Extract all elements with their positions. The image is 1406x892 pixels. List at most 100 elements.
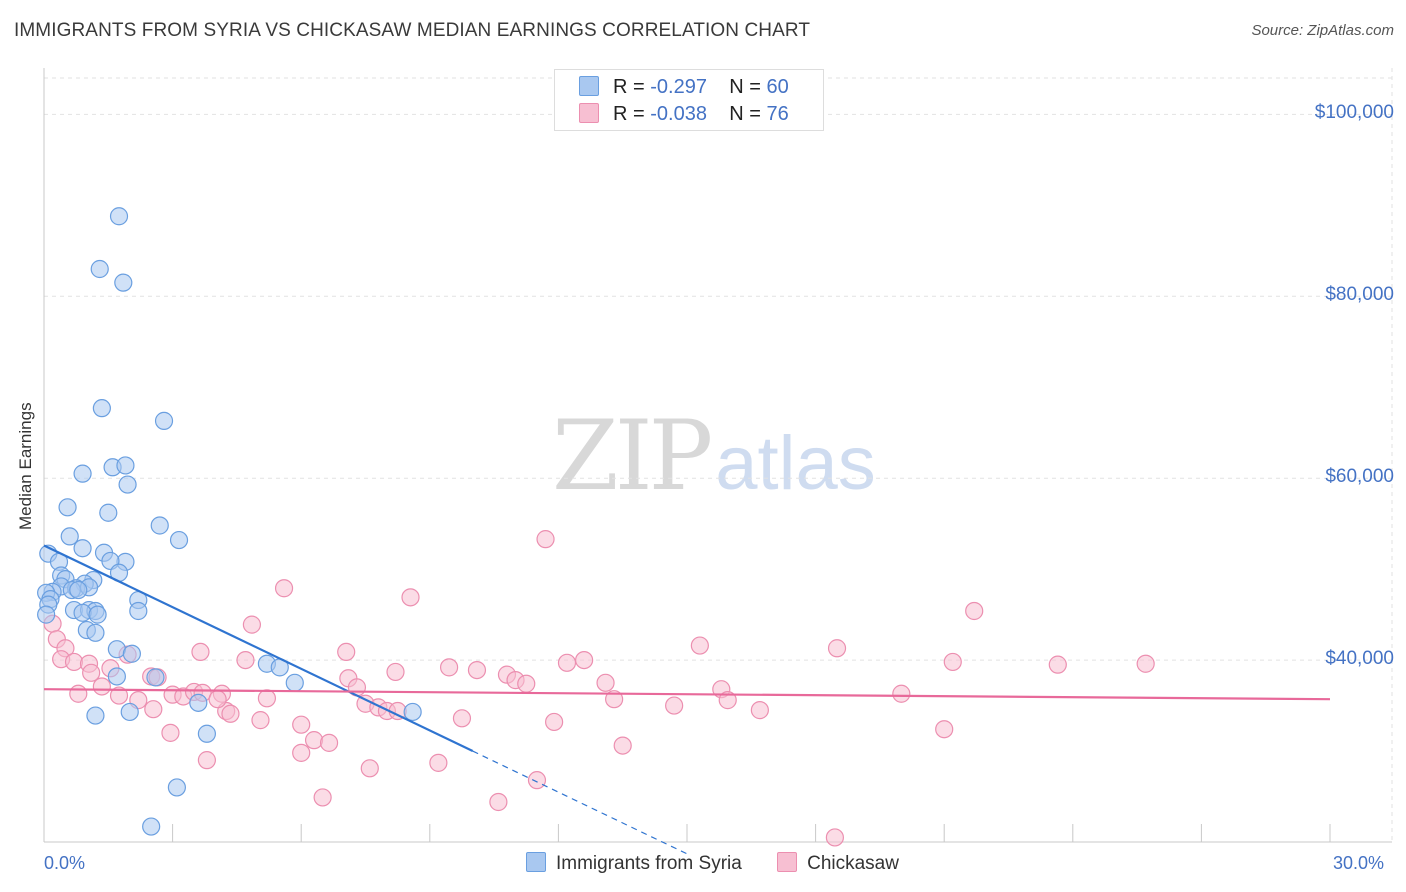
point-chickasaw [517, 674, 536, 693]
point-syria [107, 640, 126, 659]
point-chickasaw [827, 639, 847, 658]
point-chickasaw [251, 711, 270, 730]
point-chickasaw [527, 771, 547, 790]
legend-r-label: R = [613, 76, 645, 98]
point-chickasaw [489, 792, 508, 812]
point-syria [86, 623, 105, 642]
grid-lines [44, 68, 1393, 842]
legend-swatch-syria [579, 76, 599, 96]
point-chickasaw [575, 650, 594, 670]
point-chickasaw [242, 615, 262, 634]
point-syria [150, 516, 169, 535]
point-syria [88, 605, 107, 624]
legend-item-chickasaw[interactable]: Chickasaw [777, 852, 899, 875]
legend-swatch-chickasaw [777, 852, 798, 872]
point-syria [73, 603, 92, 622]
y-tick-label: $60,000 [1325, 466, 1394, 488]
trend-line-syria-extension [472, 750, 688, 855]
point-chickasaw [221, 704, 240, 723]
point-chickasaw [452, 709, 472, 728]
legend-swatch-syria [526, 852, 546, 872]
point-syria [58, 498, 77, 517]
trend-lines [43, 544, 1331, 855]
series-syria-points [37, 207, 422, 836]
point-chickasaw [965, 601, 984, 621]
point-chickasaw [892, 684, 911, 703]
point-syria [129, 601, 148, 621]
point-syria [69, 580, 88, 600]
legend-n-label: N = [729, 103, 761, 125]
point-syria [107, 667, 126, 686]
point-chickasaw [82, 663, 101, 682]
point-chickasaw [319, 733, 339, 752]
legend-r-value-chickasaw: -0.038 [650, 103, 707, 125]
point-chickasaw [1136, 654, 1155, 673]
point-chickasaw [605, 690, 624, 709]
point-syria [92, 399, 111, 418]
point-syria [109, 207, 129, 226]
trend-line-chickasaw [43, 688, 1331, 701]
source-label: Source: ZipAtlas.com [1251, 22, 1394, 39]
x-tick-label-max: 30.0% [1333, 853, 1385, 873]
point-chickasaw [208, 690, 227, 709]
point-chickasaw [292, 715, 311, 734]
point-chickasaw [439, 658, 459, 677]
point-chickasaw [274, 579, 294, 598]
point-chickasaw [690, 636, 709, 655]
watermark-atlas: atlas [715, 421, 876, 506]
legend-r-label: R = [613, 103, 645, 125]
axes [43, 68, 1392, 843]
point-syria [118, 475, 137, 494]
point-chickasaw [304, 731, 324, 750]
point-chickasaw [467, 660, 487, 680]
point-chickasaw [557, 653, 577, 672]
series-chickasaw-points [43, 530, 1155, 847]
point-syria [73, 539, 92, 558]
point-chickasaw [360, 759, 379, 778]
point-chickasaw [718, 691, 737, 710]
legend-item-syria[interactable]: Immigrants from Syria [526, 852, 742, 875]
point-syria [169, 530, 189, 550]
point-syria [114, 273, 133, 292]
point-chickasaw [935, 720, 954, 739]
y-axis-label: Median Earnings [16, 402, 35, 530]
point-syria [189, 693, 208, 712]
y-tick-label: $40,000 [1325, 648, 1394, 670]
point-chickasaw [191, 642, 210, 662]
point-chickasaw [292, 743, 311, 762]
point-chickasaw [613, 736, 632, 755]
point-syria [99, 503, 118, 522]
point-chickasaw [69, 684, 88, 703]
point-chickasaw [313, 788, 332, 807]
point-chickasaw [665, 696, 684, 715]
point-chickasaw [545, 712, 564, 732]
y-tick-label: $80,000 [1325, 284, 1394, 306]
point-chickasaw [536, 530, 555, 549]
point-chickasaw [92, 677, 111, 696]
legend-swatch-chickasaw [579, 103, 599, 123]
point-syria [403, 702, 422, 722]
legend-label-chickasaw: Chickasaw [807, 853, 899, 874]
point-syria [120, 702, 139, 722]
point-syria [90, 259, 109, 279]
legend-r-value-syria: -0.297 [650, 76, 707, 98]
legend-n-label: N = [729, 76, 761, 98]
point-syria [285, 673, 304, 692]
trend-line-syria [43, 544, 474, 753]
point-syria [142, 817, 161, 836]
point-chickasaw [144, 700, 163, 719]
point-chickasaw [825, 828, 844, 847]
point-chickasaw [337, 642, 356, 662]
legend-n-value-syria: 60 [766, 76, 789, 98]
point-syria [73, 464, 92, 483]
point-chickasaw [161, 723, 180, 742]
point-chickasaw [1048, 655, 1067, 674]
correlation-legend: R = -0.297 N = 60 R = -0.038 N = 76 [554, 69, 824, 131]
point-chickasaw [109, 686, 129, 705]
point-syria [197, 724, 216, 743]
point-chickasaw [197, 751, 216, 770]
point-syria [116, 456, 135, 475]
point-chickasaw [596, 673, 615, 692]
point-chickasaw [429, 753, 448, 772]
